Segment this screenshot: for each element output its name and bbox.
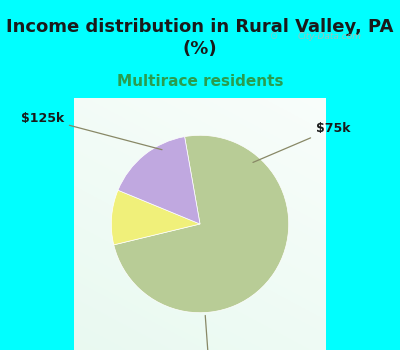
Text: Multirace residents: Multirace residents: [117, 74, 283, 89]
Text: ⊙: ⊙: [270, 32, 278, 41]
Wedge shape: [111, 190, 200, 245]
Text: $30k: $30k: [193, 315, 227, 350]
Text: $125k: $125k: [21, 112, 162, 150]
Wedge shape: [114, 135, 289, 313]
Text: $75k: $75k: [253, 122, 350, 162]
Wedge shape: [118, 136, 200, 224]
Text: Income distribution in Rural Valley, PA
(%): Income distribution in Rural Valley, PA …: [6, 18, 394, 58]
Text: City-Data.com: City-Data.com: [297, 33, 361, 42]
